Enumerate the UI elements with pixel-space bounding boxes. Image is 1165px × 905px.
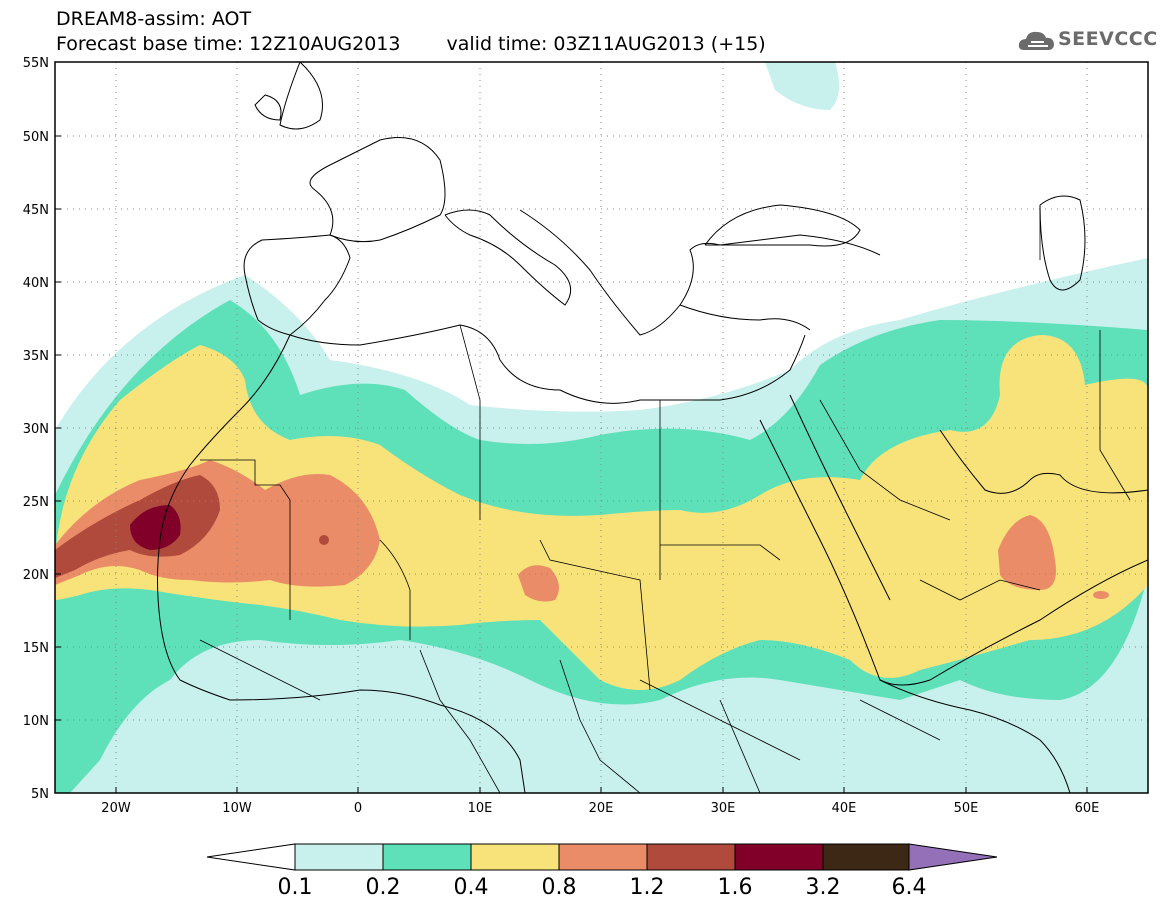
colorbar-label: 1.6 bbox=[718, 875, 753, 900]
colorbar bbox=[206, 843, 998, 871]
lon-label: 30E bbox=[711, 801, 736, 816]
lat-label: 5N bbox=[31, 787, 49, 802]
graticule bbox=[55, 62, 1148, 793]
ticks bbox=[55, 61, 1088, 794]
colorbar-segment bbox=[646, 843, 736, 871]
lon-label: 10E bbox=[468, 801, 493, 816]
colorbar-segment bbox=[294, 843, 384, 871]
colorbar-min-arrow bbox=[206, 843, 296, 871]
lat-labels: 55N 50N 45N 40N 35N 30N 25N 20N 15N 10N … bbox=[23, 56, 49, 802]
lat-label: 40N bbox=[23, 276, 49, 291]
lon-label: 0 bbox=[354, 801, 362, 816]
colorbar-label: 1.2 bbox=[630, 875, 665, 900]
lon-label: 60E bbox=[1075, 801, 1100, 816]
lon-labels: 20W 10W 0 10E 20E 30E 40E 50E 60E bbox=[101, 801, 1099, 816]
colorbar-segment bbox=[558, 843, 648, 871]
colorbar-label: 6.4 bbox=[892, 875, 927, 900]
valid-time: valid time: 03Z11AUG2013 (+15) bbox=[446, 33, 766, 55]
map-subtitle: Forecast base time: 12Z10AUG2013 valid ti… bbox=[56, 33, 766, 55]
lat-label: 50N bbox=[23, 130, 49, 145]
lon-label: 10W bbox=[222, 801, 252, 816]
coastlines bbox=[157, 62, 1148, 793]
cloud-icon bbox=[1018, 31, 1054, 50]
aot-band-0-4 bbox=[55, 335, 1148, 690]
colorbar-label: 0.1 bbox=[278, 875, 313, 900]
colorbar-label: 3.2 bbox=[806, 875, 841, 900]
lat-label: 45N bbox=[23, 203, 49, 218]
lon-label: 40E bbox=[832, 801, 857, 816]
colorbar-segment bbox=[470, 843, 560, 871]
lon-label: 20W bbox=[101, 801, 131, 816]
map-title: DREAM8-assim: AOT bbox=[56, 8, 252, 30]
base-time: Forecast base time: 12Z10AUG2013 bbox=[56, 33, 401, 55]
lon-label: 20E bbox=[589, 801, 614, 816]
lat-label: 55N bbox=[23, 56, 49, 71]
aot-band-1-6 bbox=[130, 505, 181, 550]
borders bbox=[199, 205, 1131, 793]
logo-text: SEEVCCC bbox=[1058, 28, 1158, 50]
colorbar-label: 0.2 bbox=[366, 875, 401, 900]
colorbar-label: 0.4 bbox=[454, 875, 489, 900]
lon-label: 50E bbox=[954, 801, 979, 816]
map-area bbox=[55, 62, 1148, 793]
colorbar-segment bbox=[382, 843, 472, 871]
colorbar-label: 0.8 bbox=[542, 875, 577, 900]
colorbar-segment bbox=[734, 843, 824, 871]
colorbar-segment bbox=[822, 843, 910, 871]
lat-label: 20N bbox=[23, 568, 49, 583]
lat-label: 35N bbox=[23, 349, 49, 364]
lat-label: 10N bbox=[23, 714, 49, 729]
aot-band-0-8 bbox=[55, 460, 1109, 602]
lat-label: 15N bbox=[23, 641, 49, 656]
lat-label: 30N bbox=[23, 422, 49, 437]
lat-label: 25N bbox=[23, 495, 49, 510]
colorbar-max-arrow bbox=[908, 843, 998, 871]
colorbar-labels: 0.1 0.2 0.4 0.8 1.2 1.6 3.2 6.4 bbox=[278, 875, 927, 900]
